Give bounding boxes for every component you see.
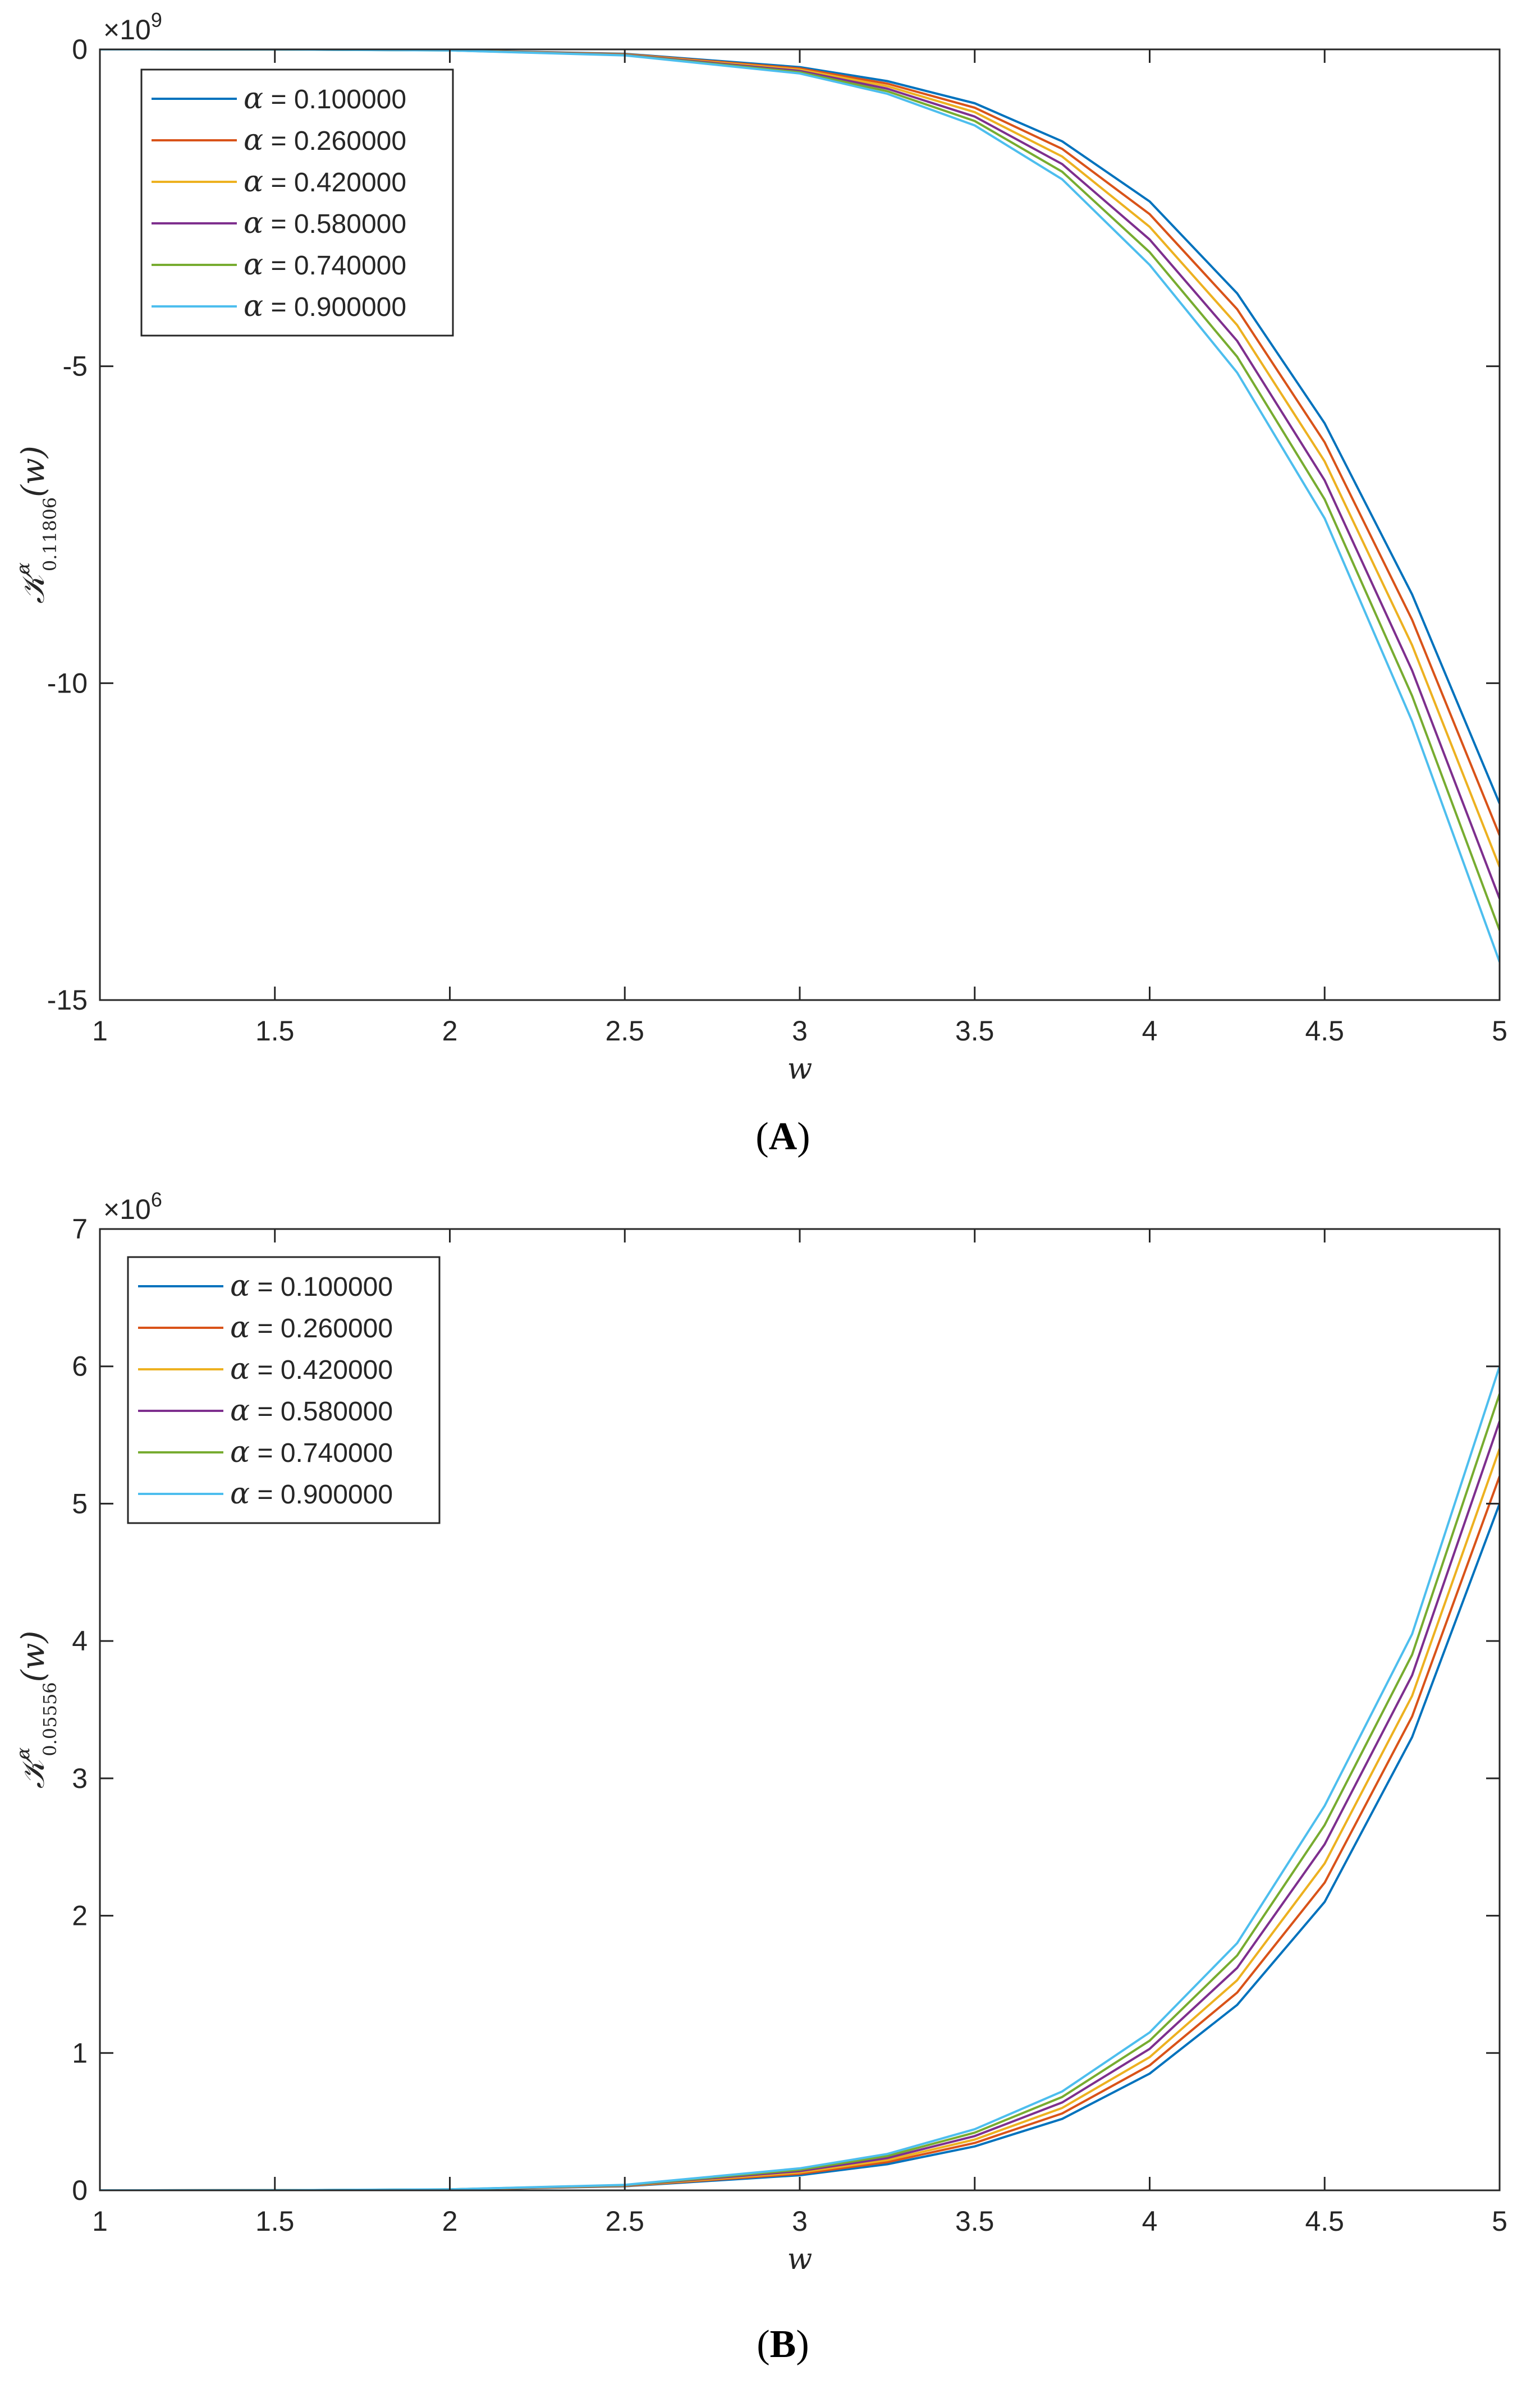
panel-label-close: ) [796,2323,809,2366]
legend-value: = 0.580000 [250,1397,393,1427]
x-tick-label: 3 [792,1015,808,1047]
legend-entry-4: α = 0.580000 [230,1394,393,1428]
y-tick-label: 1 [72,2037,88,2069]
y-exponent-base: ×10 [103,1194,151,1225]
legend-value: = 0.420000 [250,1355,393,1385]
legend-alpha: α [244,248,263,282]
panel-label-letter: B [770,2323,796,2366]
y-exponent-label: ×106 [103,1188,162,1225]
y-tick-label: 5 [72,1488,88,1519]
x-tick-label: 5 [1492,1015,1507,1047]
y-tick-label: 0 [72,34,88,65]
x-tick-label: 1 [92,2205,108,2237]
y-tick-label: -5 [63,351,88,382]
y-label-argument: (w) [15,446,52,497]
panel-label-letter: A [769,1115,797,1158]
legend-alpha: α [244,165,263,199]
x-tick-label: 2 [442,1015,458,1047]
panel-label: (B) [757,2323,809,2366]
legend-alpha: α [230,1269,250,1303]
x-tick-label: 3.5 [955,1015,994,1047]
y-label-subscript: 0.11806 [39,497,61,571]
y-tick-label: 0 [72,2175,88,2206]
x-tick-label: 5 [1492,2205,1507,2237]
y-tick-label: 7 [72,1213,88,1245]
x-axis-label: w [787,2243,813,2276]
legend-value: = 0.420000 [263,168,406,198]
legend-entry-2: α = 0.260000 [244,123,406,157]
x-tick-label: 2 [442,2205,458,2237]
x-tick-label: 2.5 [605,2205,644,2237]
x-tick-label: 1.5 [255,2205,295,2237]
panel-label: (A) [755,1115,810,1158]
legend-value: = 0.260000 [250,1314,393,1343]
y-exponent-base: ×10 [103,14,151,45]
legend-value: = 0.900000 [250,1480,393,1510]
y-label-superscript: α [12,562,34,575]
x-tick-label: 4.5 [1305,2205,1344,2237]
legend-alpha: α [230,1311,250,1345]
y-exponent-power: 6 [151,1188,162,1211]
legend-entry-2: α = 0.260000 [230,1311,393,1345]
x-tick-label: 3.5 [955,2205,994,2237]
legend-alpha: α [244,82,263,116]
legend-entry-1: α = 0.100000 [244,82,406,116]
x-tick-label: 4 [1142,2205,1158,2237]
legend-entry-5: α = 0.740000 [230,1436,393,1469]
legend-entry-6: α = 0.900000 [244,290,406,323]
legend-entry-6: α = 0.900000 [230,1477,393,1511]
y-tick-label: 2 [72,1900,88,1932]
legend-value: = 0.100000 [250,1272,393,1302]
legend-value: = 0.740000 [250,1438,393,1468]
legend-alpha: α [244,207,263,240]
legend-value: = 0.260000 [263,126,406,156]
y-tick-label: 3 [72,1763,88,1794]
y-label-subscript: 0.05556 [39,1682,61,1756]
legend-box [140,68,454,337]
y-axis-label: 𝒦α 0.05556(w) [12,1631,61,1789]
y-label-superscript: α [12,1748,34,1760]
legend-alpha: α [244,290,263,323]
x-axis-label: w [787,1052,813,1086]
legend-value: = 0.580000 [263,209,406,239]
y-tick-label: -10 [47,667,88,699]
x-tick-label: 4 [1142,1015,1158,1047]
legend-value: = 0.900000 [263,292,406,322]
legend-alpha: α [230,1477,250,1511]
x-tick-label: 1 [92,1015,108,1047]
x-tick-label: 3 [792,2205,808,2237]
y-exponent-power: 9 [151,8,162,31]
y-axis-label: 𝒦α 0.11806(w) [12,446,61,604]
y-tick-label: 6 [72,1351,88,1382]
x-tick-label: 2.5 [605,1015,644,1047]
legend-entry-1: α = 0.100000 [230,1269,393,1303]
legend-value: = 0.100000 [263,85,406,114]
y-exponent-label: ×109 [103,8,162,45]
legend-entry-3: α = 0.420000 [230,1352,393,1386]
y-label-argument: (w) [15,1631,52,1682]
legend-entry-5: α = 0.740000 [244,248,406,282]
legend-entry-4: α = 0.580000 [244,207,406,240]
panel-label-open: ( [755,1115,768,1158]
y-tick-label: -15 [47,984,88,1016]
x-tick-label: 4.5 [1305,1015,1344,1047]
panel-label-open: ( [757,2323,769,2366]
legend-entry-3: α = 0.420000 [244,165,406,199]
x-tick-label: 1.5 [255,1015,295,1047]
y-tick-label: 4 [72,1625,88,1657]
legend-value: = 0.740000 [263,251,406,281]
legend-alpha: α [230,1352,250,1386]
panel-label-close: ) [797,1115,810,1158]
legend-alpha: α [244,123,263,157]
legend-alpha: α [230,1436,250,1469]
legend-box [127,1256,441,1524]
legend-alpha: α [230,1394,250,1428]
